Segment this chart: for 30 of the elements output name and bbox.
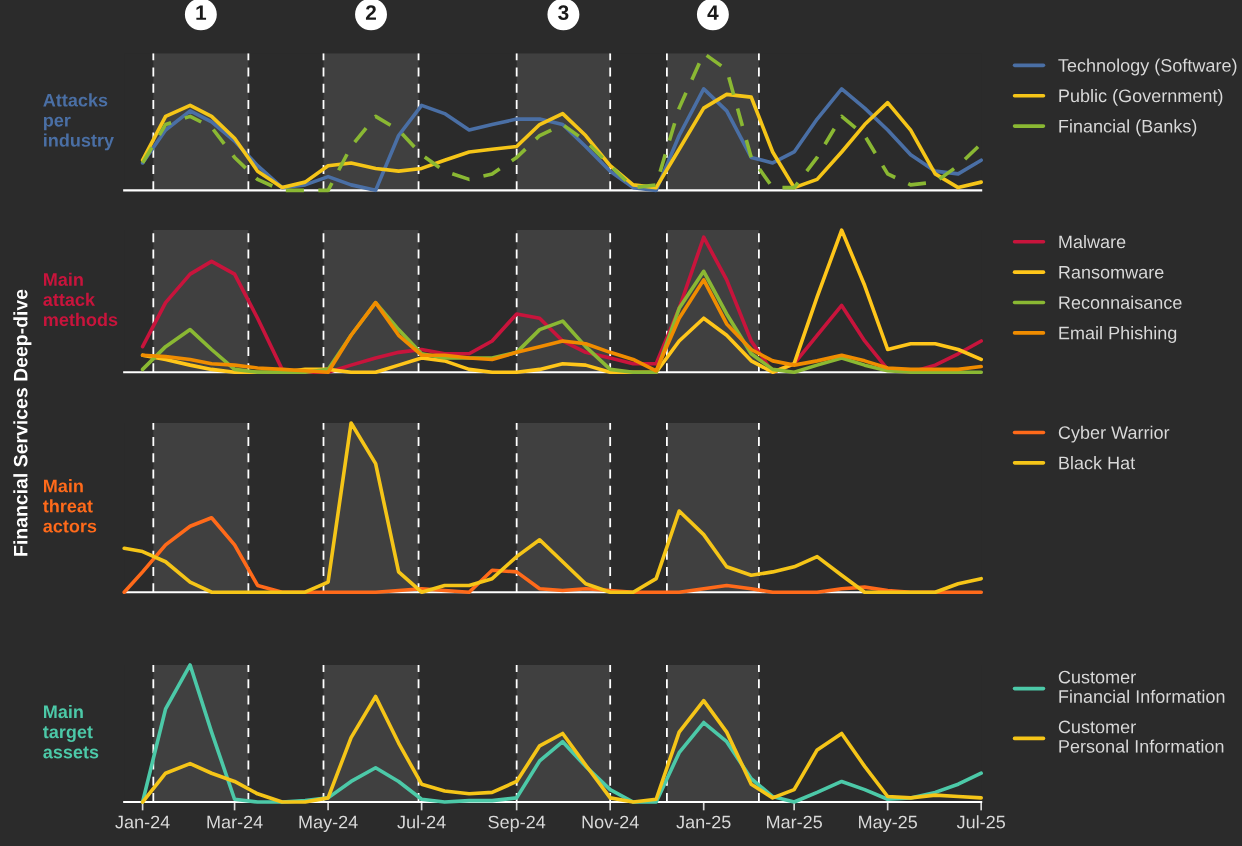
x-tick-label: Mar-24 — [207, 815, 263, 829]
legend-label: Customer Financial Information — [1058, 670, 1225, 703]
x-tick-label: Jul-25 — [956, 815, 1006, 829]
legend-label: Ransomware — [1059, 266, 1164, 279]
x-tick-label: Jan-25 — [676, 815, 731, 829]
legend-label: Financial (Banks) — [1059, 119, 1197, 137]
legend-label: Cyber Warrior — [1058, 425, 1170, 443]
band-label: 3 — [558, 5, 569, 21]
y-axis-title: Main threat actors — [43, 479, 97, 533]
x-tick-label: Jul-24 — [397, 815, 446, 829]
legend-label: Customer Personal Information — [1058, 720, 1224, 753]
legend-label: Email Phishing — [1059, 326, 1177, 343]
x-tick-label: May-24 — [299, 815, 358, 833]
y-axis-title: Main attack methods — [43, 272, 118, 327]
band-label: 4 — [707, 5, 719, 20]
text: Financial Services Deep-dive — [13, 289, 32, 556]
x-tick-label: Jan-24 — [115, 815, 170, 829]
x-tick-label: Nov-24 — [582, 815, 639, 829]
x-tick-label: May-25 — [859, 815, 918, 833]
legend-label: Malware — [1059, 234, 1126, 249]
x-tick-label: Mar-25 — [767, 815, 822, 829]
band-label: 1 — [196, 5, 207, 20]
y-axis-title: Attacks per industry — [43, 93, 114, 151]
legend-label: Reconnaisance — [1059, 295, 1182, 309]
legend-label: Black Hat — [1059, 456, 1136, 470]
band-label: 2 — [365, 5, 376, 20]
x-tick-label: Sep-24 — [488, 815, 546, 833]
legend-label: Public (Government) — [1059, 88, 1223, 106]
legend-label: Technology (Software) — [1058, 58, 1237, 76]
y-axis-title: Main target assets — [43, 704, 99, 759]
